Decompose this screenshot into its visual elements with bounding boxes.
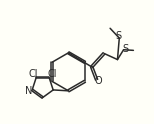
Text: Cl: Cl	[47, 69, 57, 79]
Text: Cl: Cl	[29, 69, 38, 79]
Text: S: S	[122, 44, 128, 54]
Text: N: N	[25, 86, 32, 96]
Text: S: S	[115, 31, 121, 41]
Text: O: O	[94, 76, 102, 86]
